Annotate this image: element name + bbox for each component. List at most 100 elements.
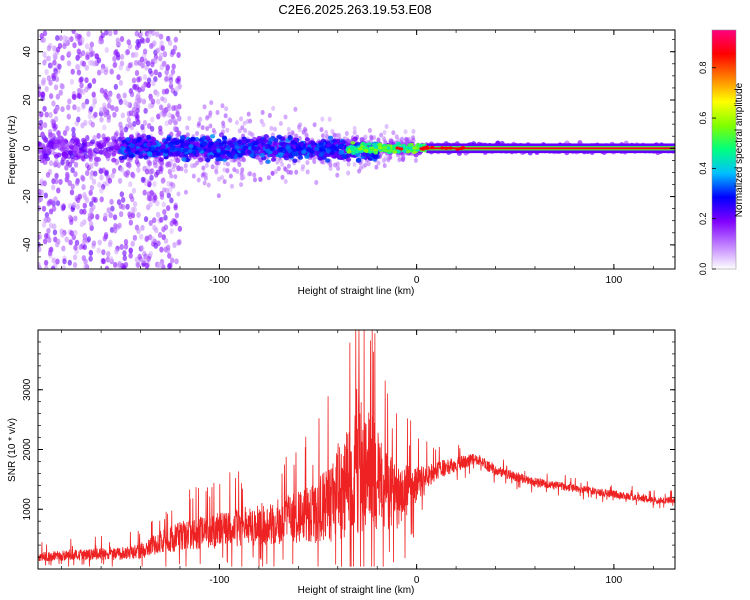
heatmap-cell (337, 144, 344, 150)
heatmap-cell (173, 204, 178, 211)
snr-panel: -100 0 100 1000 2000 3000 Height of straight… (7, 329, 676, 596)
heatmap-cell (320, 145, 326, 151)
heatmap-cell (154, 227, 159, 234)
heatmap-cell (61, 204, 66, 211)
heatmap-cell (169, 173, 174, 179)
heatmap-cell (116, 74, 121, 81)
heatmap-cell (72, 104, 77, 111)
heatmap-cell (131, 139, 137, 144)
heatmap-cell (234, 120, 239, 126)
heatmap-cell (41, 221, 47, 228)
heatmap-cell (178, 153, 184, 158)
heatmap-cell (148, 220, 153, 227)
heatmap-cell (85, 135, 90, 142)
heatmap-cell (425, 146, 430, 150)
heatmap-cell (88, 255, 93, 262)
heatmap-cell (355, 158, 362, 163)
heatmap-cell (262, 138, 268, 144)
heatmap-cell (405, 149, 411, 154)
heatmap-cell (157, 232, 163, 239)
y-tick-label: 2000 (22, 438, 33, 461)
heatmap-cell (151, 217, 157, 224)
heatmap-cell (147, 67, 153, 74)
heatmap-cell (48, 112, 53, 119)
heatmap-cell (79, 82, 84, 89)
heatmap-cell (163, 214, 168, 221)
bottom-x-axis-label: Height of straight line (km) (298, 585, 415, 596)
heatmap-cell (260, 110, 265, 116)
heatmap-cell (102, 235, 107, 242)
heatmap-cell (208, 123, 213, 129)
heatmap-cell (48, 139, 54, 145)
heatmap-cell (318, 152, 324, 157)
heatmap-cell (101, 249, 106, 256)
heatmap-cell (59, 83, 64, 90)
heatmap-cell (99, 116, 104, 123)
heatmap-cell (153, 194, 158, 201)
heatmap-cell (228, 173, 233, 179)
heatmap-cell (72, 254, 78, 261)
heatmap-cell (175, 109, 180, 115)
heatmap-cell (134, 158, 140, 165)
heatmap-cell (245, 118, 250, 124)
heatmap-cell (168, 262, 173, 269)
heatmap-cell (74, 179, 80, 186)
heatmap-cell (46, 142, 52, 148)
heatmap-cell (250, 145, 257, 151)
heatmap-cell (294, 169, 299, 175)
heatmap-cell (136, 228, 141, 235)
heatmap-cell (248, 171, 253, 177)
heatmap-cell (127, 62, 133, 69)
heatmap-cell (381, 147, 387, 152)
heatmap-cell (136, 76, 141, 83)
heatmap-cell (88, 249, 94, 256)
heatmap-cell (135, 39, 140, 46)
colorbar-tick-label: 0.2 (698, 212, 708, 225)
heatmap-cell (224, 106, 229, 112)
heatmap-cell (357, 147, 363, 151)
heatmap-cell (246, 149, 252, 155)
heatmap-cell (93, 170, 98, 177)
heatmap-cell (448, 146, 453, 150)
heatmap-cell (167, 142, 174, 147)
heatmap-cell (221, 123, 226, 129)
heatmap-cell (329, 150, 335, 156)
heatmap-cell (151, 141, 157, 146)
heatmap-cell (55, 105, 60, 112)
heatmap-cell (176, 51, 181, 58)
heatmap-cell (99, 174, 104, 181)
heatmap-cell (44, 86, 49, 93)
heatmap-cell (148, 95, 154, 102)
heatmap-cell (91, 78, 97, 85)
heatmap-cell (404, 137, 410, 143)
bottom-x-ticks: -100 0 100 (61, 330, 654, 586)
heatmap-cell (220, 175, 225, 181)
heatmap-cell (112, 111, 117, 118)
heatmap-cell (38, 91, 42, 98)
heatmap-cell (144, 168, 150, 175)
heatmap-cell (94, 160, 99, 167)
heatmap-cell (352, 125, 357, 131)
heatmap-cell (161, 60, 166, 67)
heatmap-cell (127, 121, 133, 128)
heatmap-cell (40, 143, 46, 149)
heatmap-cell (130, 147, 136, 153)
heatmap-cell (304, 154, 310, 159)
heatmap-cell (108, 146, 114, 152)
heatmap-cell (159, 161, 164, 167)
heatmap-cell (147, 180, 152, 187)
heatmap-cell (42, 30, 48, 37)
heatmap-cell (52, 59, 57, 66)
heatmap-cell (42, 105, 47, 112)
heatmap-cell (51, 257, 56, 264)
heatmap-cell (144, 262, 150, 269)
heatmap-cell (69, 140, 75, 146)
heatmap-cell (108, 239, 113, 246)
heatmap-cell (84, 98, 90, 105)
heatmap-cell (179, 166, 184, 172)
heatmap-cell (94, 53, 99, 60)
heatmap-cell (57, 135, 63, 141)
heatmap-cell (142, 119, 148, 126)
heatmap-cell (53, 116, 59, 123)
heatmap-cell (215, 109, 220, 115)
